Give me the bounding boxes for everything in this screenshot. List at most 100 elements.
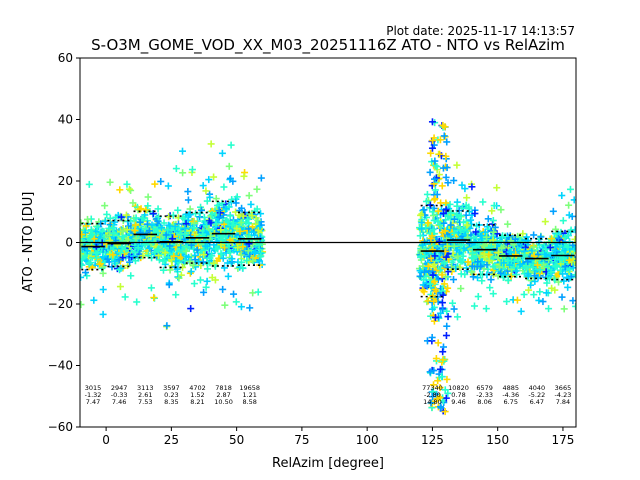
- x-tick-label: 0: [102, 433, 110, 447]
- scatter-point: [117, 264, 125, 272]
- scatter-point: [87, 231, 95, 239]
- scatter-point: [256, 257, 264, 265]
- scatter-point: [220, 264, 228, 272]
- scatter-point: [164, 226, 172, 234]
- scatter-point: [244, 247, 252, 255]
- scatter-point: [224, 218, 232, 226]
- scatter-point: [120, 250, 128, 258]
- scatter-point: [173, 265, 181, 273]
- scatter-point: [136, 218, 144, 226]
- scatter-point: [159, 266, 167, 274]
- bin-std-label: 14.80: [423, 398, 442, 406]
- scatter-point: [157, 177, 165, 185]
- scatter-point: [225, 243, 233, 251]
- scatter-point: [131, 227, 139, 235]
- scatter-point: [220, 183, 228, 191]
- x-tick-label: 100: [356, 433, 379, 447]
- scatter-point: [257, 174, 265, 182]
- y-tick-label: 60: [58, 51, 73, 65]
- scatter-point: [233, 193, 241, 201]
- scatter-point: [110, 244, 118, 252]
- scatter-point: [116, 283, 124, 291]
- scatter-point: [87, 259, 95, 267]
- scatter-point: [240, 172, 248, 180]
- scatter-point: [154, 205, 162, 213]
- bin-std-label: 6.47: [530, 398, 544, 406]
- scatter-point: [188, 166, 196, 174]
- scatter-point: [184, 196, 192, 204]
- scatter-point: [117, 249, 125, 257]
- scatter-point: [139, 214, 147, 222]
- scatter-point: [190, 224, 198, 232]
- scatter-point: [134, 244, 142, 252]
- scatter-point: [202, 187, 210, 195]
- scatter-point: [132, 214, 140, 222]
- y-tick-label: −40: [48, 359, 73, 373]
- scatter-point: [116, 186, 124, 194]
- scatter-point: [105, 224, 113, 232]
- scatter-point: [172, 257, 180, 265]
- scatter-point: [211, 276, 219, 284]
- scatter-point: [80, 273, 85, 281]
- y-tick-label: −60: [48, 420, 73, 434]
- scatter-point: [226, 212, 234, 220]
- scatter-point: [227, 141, 235, 149]
- scatter-point: [172, 291, 180, 299]
- scatter-point: [247, 200, 255, 208]
- scatter-point: [250, 249, 258, 257]
- scatter-point: [166, 242, 174, 250]
- scatter-point: [144, 220, 152, 228]
- scatter-point: [222, 205, 230, 213]
- scatter-point: [182, 247, 190, 255]
- scatter-point: [177, 253, 185, 261]
- scatter-point: [182, 220, 190, 228]
- scatter-point: [129, 199, 137, 207]
- scatter-point: [144, 193, 152, 201]
- scatter-point: [249, 289, 257, 297]
- scatter-point: [163, 322, 171, 330]
- scatter-point: [122, 211, 130, 219]
- scatter-point: [170, 252, 178, 260]
- scatter-point: [200, 288, 208, 296]
- scatter-point: [186, 237, 194, 245]
- scatter-point: [202, 283, 210, 291]
- scatter-point: [164, 182, 172, 190]
- scatter-point: [245, 219, 253, 227]
- scatter-point: [255, 246, 263, 254]
- scatter-point: [212, 195, 220, 203]
- scatter-point: [155, 246, 163, 254]
- scatter-point: [161, 249, 169, 257]
- scatter-point: [123, 226, 131, 234]
- plot-date: Plot date: 2025-11-17 14:13:57: [386, 24, 575, 38]
- scatter-point: [90, 235, 98, 243]
- scatter-point: [137, 205, 145, 213]
- scatter-point: [106, 214, 114, 222]
- scatter-point: [145, 244, 153, 252]
- scatter-point: [148, 221, 156, 229]
- scatter-point: [133, 298, 141, 306]
- scatter-point: [219, 254, 227, 262]
- scatter-point: [177, 229, 185, 237]
- scatter-point: [189, 262, 197, 270]
- scatter-point: [207, 232, 215, 240]
- scatter-point: [208, 252, 216, 260]
- scatter-point: [230, 290, 238, 298]
- scatter-point: [80, 301, 85, 309]
- scatter-point: [83, 272, 91, 280]
- scatter-point: [121, 293, 129, 301]
- x-tick-label: 50: [229, 433, 244, 447]
- scatter-point: [212, 220, 220, 228]
- scatter-point: [239, 264, 247, 272]
- scatter-point: [130, 252, 138, 260]
- scatter-point: [181, 231, 189, 239]
- scatter-point: [190, 245, 198, 253]
- scatter-point: [84, 215, 92, 223]
- scatter-point: [179, 147, 187, 155]
- scatter-point: [207, 219, 215, 227]
- scatter-point: [203, 242, 211, 250]
- bin-std-label: 6.75: [503, 398, 517, 406]
- scatter-point: [101, 202, 109, 210]
- y-axis-label: ATO - NTO [DU]: [21, 192, 36, 293]
- scatter-point: [148, 234, 156, 242]
- scatter-point: [119, 227, 127, 235]
